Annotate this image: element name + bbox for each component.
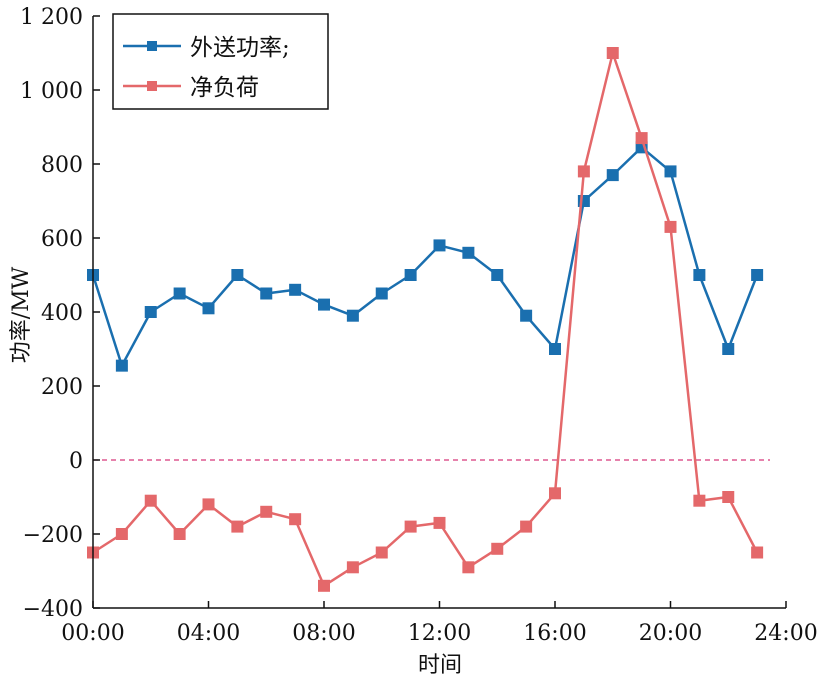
data-point [577, 165, 590, 178]
data-point [520, 520, 533, 533]
legend-label-series-1: 净负荷 [190, 75, 259, 101]
data-point [202, 498, 215, 511]
data-point [722, 491, 735, 503]
x-tick-label: 16:00 [523, 621, 586, 646]
data-point [144, 494, 157, 507]
data-point [491, 542, 504, 555]
x-tick-label: 24:00 [754, 621, 817, 646]
data-point [693, 494, 706, 507]
data-point [635, 132, 648, 145]
data-point [318, 298, 330, 311]
legend-box [112, 13, 329, 110]
legend: 外送功率; 净负荷 [112, 13, 329, 110]
y-tick-label: 1 000 [20, 79, 83, 104]
y-tick-label: 400 [41, 301, 83, 326]
series-line-0 [91, 146, 759, 367]
x-tick-label: 00:00 [61, 621, 124, 646]
x-tick-label: 08:00 [292, 621, 355, 646]
data-point [751, 546, 764, 559]
y-tick-label: 600 [41, 227, 83, 252]
data-point [115, 359, 128, 372]
data-point [375, 287, 388, 300]
y-tick-label: −400 [23, 597, 83, 622]
x-tick-label: 04:00 [177, 621, 240, 646]
data-point [144, 306, 157, 318]
data-point [260, 287, 273, 300]
legend-label-series-0: 外送功率; [190, 35, 290, 61]
data-point [318, 579, 330, 592]
data-point [722, 343, 735, 355]
data-point [433, 239, 446, 252]
data-point [693, 269, 706, 281]
legend-marker-series-0 [147, 41, 157, 51]
data-point [260, 505, 273, 518]
data-point [173, 528, 186, 540]
legend-marker-series-1 [147, 81, 157, 91]
y-tick-label: 200 [41, 375, 83, 400]
axes-layer [92, 15, 787, 609]
data-point [606, 47, 619, 59]
y-tick-label: 800 [41, 153, 83, 178]
data-point [664, 220, 677, 233]
data-point [606, 169, 619, 182]
data-point [173, 287, 186, 300]
data-point [751, 269, 764, 281]
y-tick-label: −200 [23, 523, 83, 548]
data-point [549, 487, 561, 500]
data-point [433, 516, 446, 529]
data-point [231, 269, 244, 281]
data-point [491, 269, 504, 281]
data-point [289, 513, 302, 526]
x-tick-label: 12:00 [408, 621, 471, 646]
data-point [462, 561, 475, 574]
y-tick-label: 0 [69, 449, 83, 474]
x-axis-title: 时间 [418, 653, 462, 678]
data-point [549, 343, 561, 355]
data-point [202, 302, 215, 315]
data-point [346, 309, 359, 322]
data-point [289, 283, 302, 296]
y-tick-label: 1 200 [20, 5, 83, 30]
series-1 [87, 47, 764, 592]
series-0 [87, 141, 764, 372]
data-point [520, 309, 533, 322]
data-point [346, 561, 359, 574]
data-point [375, 546, 388, 559]
series-layer [87, 47, 764, 592]
data-point [231, 520, 244, 533]
data-point [115, 528, 128, 540]
data-point [404, 520, 417, 533]
data-point [404, 269, 417, 281]
data-point [664, 165, 677, 178]
x-tick-label: 20:00 [639, 621, 702, 646]
data-point [462, 246, 475, 259]
y-axis-title: 功率/MW [9, 266, 34, 363]
series-line-1 [92, 51, 759, 588]
